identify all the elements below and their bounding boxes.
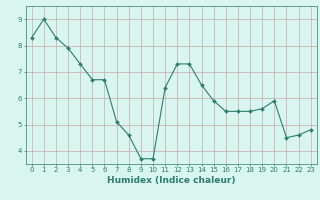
X-axis label: Humidex (Indice chaleur): Humidex (Indice chaleur)	[107, 176, 236, 185]
